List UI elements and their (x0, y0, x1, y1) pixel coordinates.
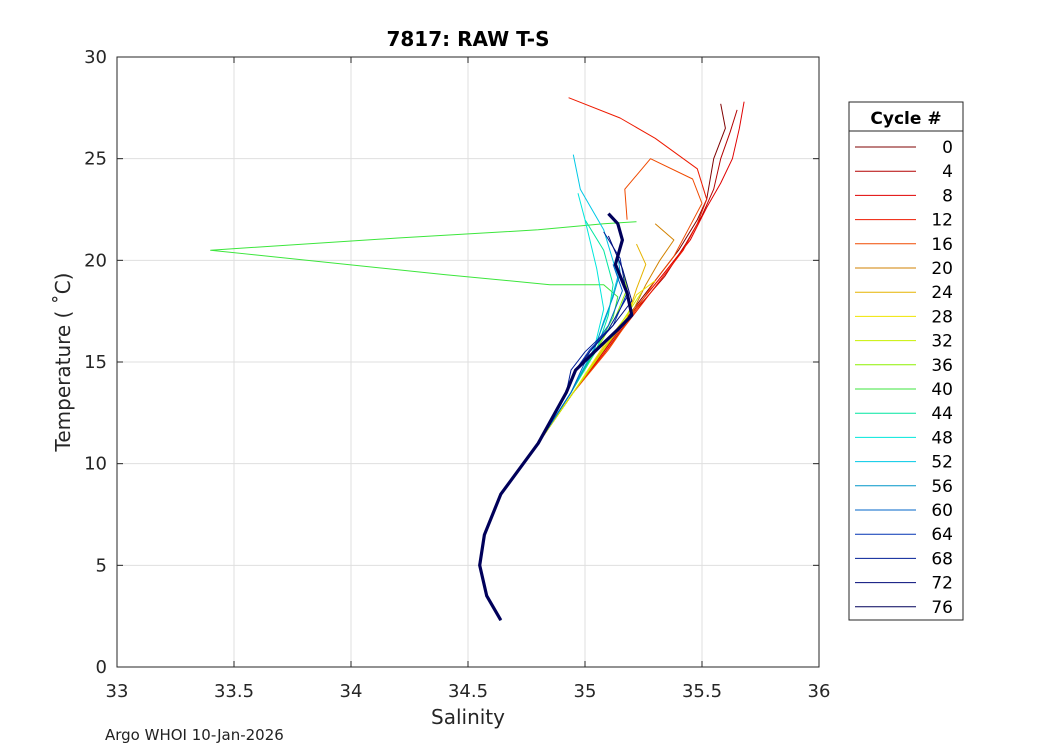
y-axis-label: Temperature ( ˚C) (51, 273, 75, 453)
legend-label: 64 (931, 525, 953, 545)
y-tick-label: 10 (84, 454, 107, 475)
x-tick-label: 33.5 (214, 681, 254, 702)
legend-label: 56 (931, 477, 953, 497)
legend-label: 12 (931, 211, 953, 231)
legend-label: 32 (931, 332, 953, 352)
y-tick-label: 20 (84, 250, 107, 271)
series-line-cycle-76 (478, 212, 634, 622)
legend-label: 28 (931, 307, 953, 327)
chart-title: 7817: RAW T-S (386, 27, 549, 51)
legend-label: 24 (931, 283, 953, 303)
legend: Cycle # 04812162024283236404448525660646… (848, 101, 964, 621)
x-tick-label: 35 (574, 681, 597, 702)
legend-label: 0 (942, 138, 953, 158)
x-tick-label: 36 (808, 681, 831, 702)
legend-label: 60 (931, 501, 953, 521)
legend-label: 52 (931, 453, 953, 473)
legend-label: 44 (931, 404, 953, 424)
y-tick-label: 30 (84, 47, 107, 68)
legend-title: Cycle # (870, 109, 941, 129)
series-lines (210, 97, 745, 622)
axis-ticks: 33 33.5 34 34.5 35 35.5 36 0 5 10 15 20 25 30 (84, 47, 830, 702)
y-tick-label: 15 (84, 352, 107, 373)
legend-box (848, 101, 964, 621)
x-axis-label: Salinity (431, 705, 505, 729)
legend-label: 8 (942, 186, 953, 206)
legend-label: 48 (931, 428, 953, 448)
y-tick-label: 25 (84, 149, 107, 170)
y-tick-label: 0 (96, 657, 107, 678)
y-tick-label: 5 (96, 555, 107, 576)
legend-label: 76 (931, 598, 953, 618)
x-tick-label: 35.5 (682, 681, 722, 702)
legend-label: 72 (931, 574, 953, 594)
legend-label: 40 (931, 380, 953, 400)
footer-credit: Argo WHOI 10-Jan-2026 (105, 726, 284, 744)
legend-label: 20 (931, 259, 953, 279)
x-tick-label: 33 (106, 681, 129, 702)
legend-label: 4 (942, 162, 953, 182)
legend-label: 16 (931, 235, 953, 255)
x-tick-label: 34 (340, 681, 363, 702)
legend-label: 68 (931, 549, 953, 569)
legend-label: 36 (931, 356, 953, 376)
x-tick-label: 34.5 (448, 681, 488, 702)
